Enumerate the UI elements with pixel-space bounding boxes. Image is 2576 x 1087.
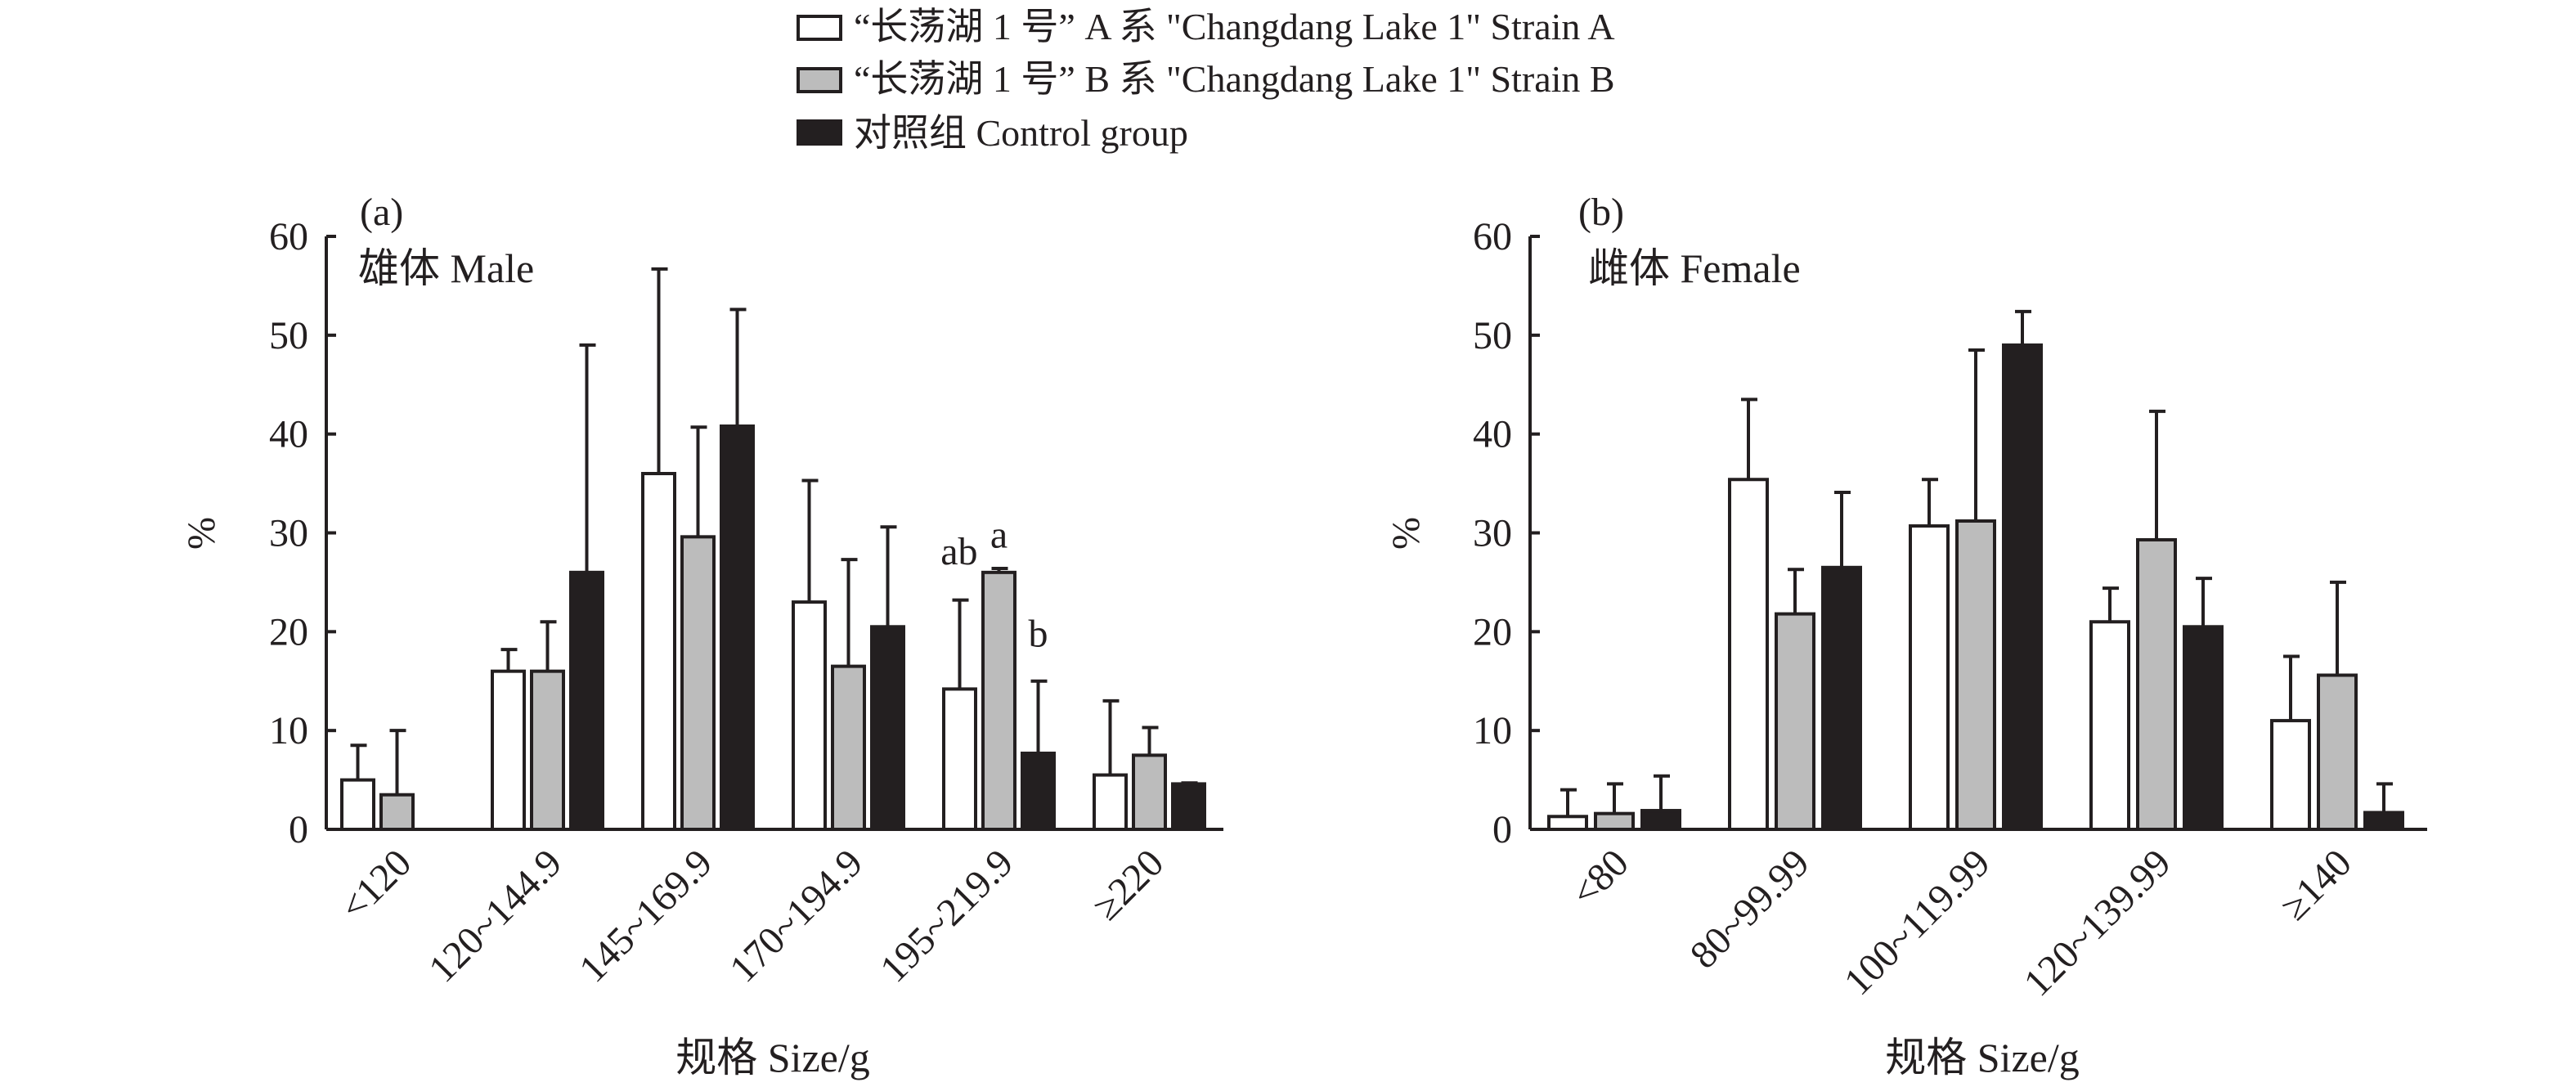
x-tick-label: 145~169.9 — [571, 841, 720, 990]
legend-swatch-strain-b — [797, 67, 842, 93]
y-tick-label: 50 — [1473, 314, 1512, 357]
x-axis-label-a: 规格 Size/g — [675, 1035, 869, 1080]
legend-item-control: 对照组 Control group — [797, 112, 1188, 154]
x-tick-label: 120~139.99 — [2016, 841, 2179, 1004]
legend-swatch-control — [797, 119, 842, 146]
bar — [1547, 815, 1588, 832]
x-tick-label: ≥220 — [1084, 841, 1172, 928]
significance-label: a — [990, 514, 1008, 557]
y-axis-label-a: % — [180, 517, 223, 550]
bar — [1821, 565, 1862, 832]
x-tick-label: <80 — [1563, 841, 1637, 915]
y-tick-label: 50 — [269, 314, 308, 357]
x-tick-label: 170~194.9 — [721, 841, 871, 990]
bar — [2270, 719, 2311, 831]
x-tick-label: 195~219.9 — [872, 841, 1021, 990]
y-tick-label: 10 — [1473, 709, 1512, 752]
y-tick-label: 20 — [1473, 610, 1512, 654]
x-tick-label: 100~119.99 — [1836, 841, 1999, 1004]
bar — [680, 535, 716, 831]
bar — [2089, 620, 2130, 831]
bar — [1955, 519, 1996, 831]
bar — [641, 472, 676, 831]
chart-title-male: 雄体 Male — [358, 245, 534, 291]
bar — [981, 570, 1016, 831]
bar — [1775, 612, 1815, 831]
significance-label: b — [1029, 612, 1048, 655]
chart-male: (a) 雄体 Male % 规格 Size/g 0 10 20 30 40 50 60 <12… — [180, 191, 1223, 1080]
significance-label: ab — [940, 530, 977, 573]
legend-label-strain-a: “长荡湖 1 号” A 系 "Changdang Lake 1" Strain … — [854, 6, 1615, 47]
bar — [1093, 773, 1128, 832]
legend-item-strain-b: “长荡湖 1 号” B 系 "Changdang Lake 1" Strain … — [797, 58, 1615, 100]
bar — [1021, 751, 1056, 831]
bar — [942, 687, 977, 832]
y-tick-label: 60 — [1473, 215, 1512, 258]
bar — [1132, 753, 1167, 831]
bar — [2183, 625, 2224, 832]
bar — [1171, 782, 1206, 832]
x-axis-label-b: 规格 Size/g — [1885, 1035, 2079, 1080]
y-axis-label-b: % — [1384, 517, 1428, 550]
y-tick-label: 30 — [1473, 512, 1512, 555]
bar — [2136, 537, 2177, 831]
x-tick-label: ≥140 — [2273, 841, 2360, 928]
bar — [1728, 478, 1769, 831]
chart-title-female: 雌体 Female — [1588, 245, 1801, 291]
x-tick-label: 80~99.99 — [1682, 841, 1818, 977]
panel-label-b: (b) — [1578, 191, 1624, 234]
y-tick-label: 10 — [269, 709, 308, 752]
bar — [2002, 343, 2043, 831]
bar — [1594, 811, 1635, 832]
bar — [491, 669, 526, 832]
y-tick-label: 40 — [269, 413, 308, 456]
bar — [379, 793, 415, 831]
bar — [2317, 673, 2358, 831]
bar — [831, 664, 866, 831]
bar — [569, 570, 604, 831]
y-tick-label: 0 — [1492, 808, 1512, 851]
y-tick-label: 60 — [269, 215, 308, 258]
legend-swatch-strain-a — [797, 15, 842, 41]
y-tick-label: 20 — [269, 610, 308, 654]
bar — [870, 625, 905, 832]
x-tick-label: <120 — [332, 841, 420, 929]
bar — [792, 600, 827, 831]
bar — [340, 778, 375, 831]
y-tick-label: 30 — [269, 512, 308, 555]
legend-item-strain-a: “长荡湖 1 号” A 系 "Changdang Lake 1" Strain … — [797, 6, 1615, 47]
bar — [720, 424, 755, 831]
legend-label-control: 对照组 Control group — [854, 112, 1188, 154]
legend: “长荡湖 1 号” A 系 "Changdang Lake 1" Strain … — [797, 6, 1615, 154]
legend-label-strain-b: “长荡湖 1 号” B 系 "Changdang Lake 1" Strain … — [854, 58, 1615, 100]
bar — [530, 669, 565, 832]
y-tick-label: 0 — [289, 808, 308, 851]
panel-label-a: (a) — [360, 191, 403, 234]
chart-female: (b) 雌体 Female % 规格 Size/g 0 10 20 30 40 50 60 <… — [1384, 191, 2427, 1080]
bar — [1909, 524, 1950, 832]
y-tick-label: 40 — [1473, 413, 1512, 456]
x-tick-label: 120~144.9 — [420, 841, 570, 990]
bar — [1640, 809, 1681, 832]
bar — [2363, 811, 2404, 831]
